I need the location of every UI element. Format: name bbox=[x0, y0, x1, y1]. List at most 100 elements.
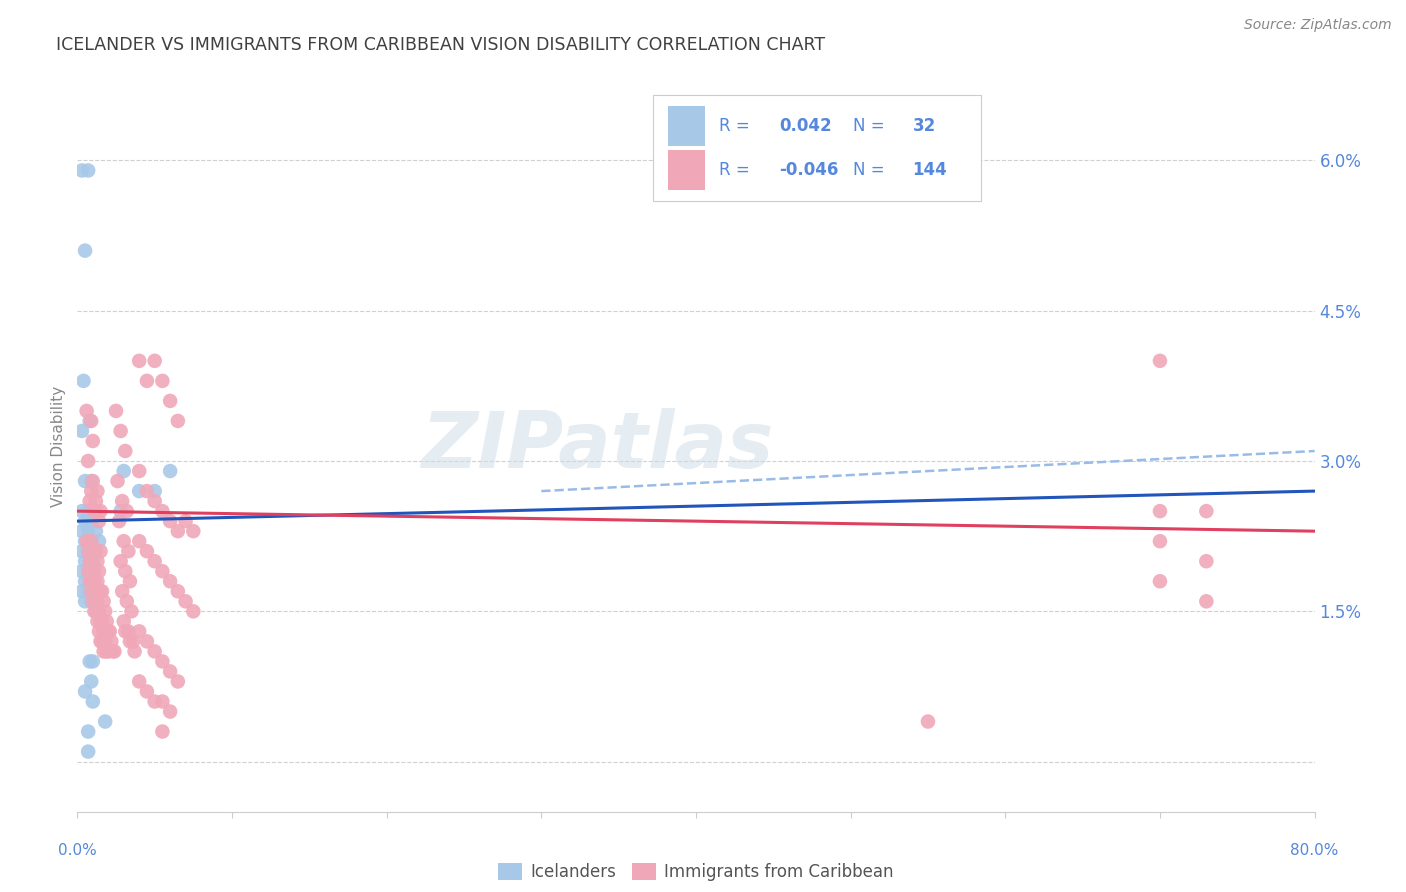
Point bbox=[143, 484, 166, 499]
Point bbox=[90, 634, 111, 648]
Point bbox=[108, 514, 131, 528]
Point bbox=[167, 584, 190, 599]
Point bbox=[76, 534, 98, 549]
Point bbox=[90, 504, 111, 518]
Point bbox=[111, 494, 134, 508]
Point bbox=[167, 414, 190, 428]
Point bbox=[152, 374, 174, 388]
Point bbox=[94, 714, 117, 729]
Point bbox=[122, 634, 145, 648]
Point bbox=[1149, 534, 1171, 549]
Point bbox=[80, 574, 103, 589]
Point bbox=[82, 594, 104, 608]
Point bbox=[77, 524, 100, 538]
Point bbox=[77, 544, 100, 558]
FancyBboxPatch shape bbox=[668, 150, 704, 190]
Point bbox=[136, 374, 159, 388]
Point bbox=[103, 644, 125, 658]
Point bbox=[83, 564, 105, 578]
Point bbox=[97, 644, 120, 658]
Point bbox=[77, 564, 100, 578]
Point bbox=[152, 655, 174, 669]
Point bbox=[76, 404, 98, 418]
Point bbox=[82, 574, 104, 589]
Point bbox=[93, 644, 115, 658]
Point bbox=[1195, 504, 1218, 518]
Point bbox=[80, 414, 103, 428]
Point bbox=[94, 634, 117, 648]
Text: R =: R = bbox=[720, 117, 755, 135]
Point bbox=[80, 674, 103, 689]
Point bbox=[82, 655, 104, 669]
Point bbox=[96, 644, 118, 658]
Point bbox=[128, 484, 150, 499]
Text: N =: N = bbox=[853, 117, 890, 135]
Point bbox=[80, 474, 103, 488]
Point bbox=[84, 544, 107, 558]
Text: 144: 144 bbox=[912, 161, 948, 179]
Point bbox=[79, 655, 101, 669]
Point bbox=[1195, 554, 1218, 568]
Point bbox=[77, 544, 100, 558]
Point bbox=[75, 594, 96, 608]
Point bbox=[90, 584, 111, 599]
Point bbox=[83, 574, 105, 589]
Point bbox=[98, 624, 121, 639]
Point bbox=[86, 484, 108, 499]
Point bbox=[105, 404, 127, 418]
Point bbox=[75, 244, 96, 258]
Point bbox=[159, 464, 181, 478]
Text: ICELANDER VS IMMIGRANTS FROM CARIBBEAN VISION DISABILITY CORRELATION CHART: ICELANDER VS IMMIGRANTS FROM CARIBBEAN V… bbox=[56, 36, 825, 54]
Point bbox=[75, 534, 96, 549]
Point bbox=[110, 424, 132, 438]
Point bbox=[87, 564, 110, 578]
Point bbox=[75, 514, 96, 528]
Point bbox=[167, 524, 190, 538]
Point bbox=[77, 454, 100, 468]
Point bbox=[128, 674, 150, 689]
Point bbox=[86, 574, 108, 589]
Point bbox=[114, 564, 136, 578]
Point bbox=[1195, 594, 1218, 608]
Point bbox=[112, 534, 135, 549]
Point bbox=[80, 534, 103, 549]
Point bbox=[100, 634, 122, 648]
Point bbox=[94, 604, 117, 618]
Point bbox=[96, 615, 118, 629]
Point bbox=[72, 374, 94, 388]
Point bbox=[82, 434, 104, 448]
Point bbox=[82, 474, 104, 488]
Point bbox=[87, 534, 110, 549]
Legend: Icelanders, Immigrants from Caribbean: Icelanders, Immigrants from Caribbean bbox=[492, 856, 900, 888]
Point bbox=[80, 484, 103, 499]
Point bbox=[167, 674, 190, 689]
Point bbox=[70, 584, 93, 599]
Point bbox=[124, 644, 146, 658]
Point bbox=[159, 705, 181, 719]
Point bbox=[136, 684, 159, 698]
Point bbox=[80, 514, 103, 528]
Text: 0.0%: 0.0% bbox=[58, 843, 97, 858]
Point bbox=[152, 724, 174, 739]
Point bbox=[115, 594, 138, 608]
Point bbox=[75, 474, 96, 488]
Point bbox=[87, 604, 110, 618]
Point bbox=[84, 584, 107, 599]
Point bbox=[121, 604, 143, 618]
FancyBboxPatch shape bbox=[652, 95, 980, 201]
Point bbox=[91, 634, 114, 648]
Point bbox=[107, 474, 129, 488]
Point bbox=[79, 554, 101, 568]
Text: Source: ZipAtlas.com: Source: ZipAtlas.com bbox=[1244, 18, 1392, 32]
Text: R =: R = bbox=[720, 161, 755, 179]
Text: N =: N = bbox=[853, 161, 890, 179]
Text: 0.042: 0.042 bbox=[779, 117, 831, 135]
Point bbox=[174, 514, 197, 528]
Point bbox=[83, 604, 105, 618]
Text: -0.046: -0.046 bbox=[779, 161, 838, 179]
Point bbox=[82, 554, 104, 568]
Point bbox=[110, 504, 132, 518]
Point bbox=[77, 504, 100, 518]
Point bbox=[75, 554, 96, 568]
Point bbox=[159, 514, 181, 528]
